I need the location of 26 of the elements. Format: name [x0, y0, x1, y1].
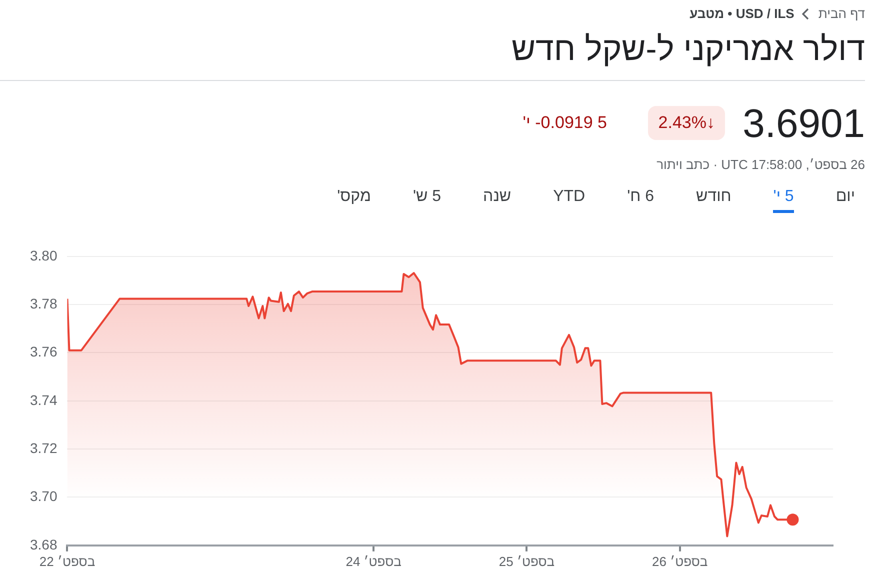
- y-tick-label: 3.80: [30, 247, 58, 264]
- x-tick-label: 25 בספט׳: [498, 554, 555, 569]
- chart-title: דולר אמריקני ל-שקל חדש: [511, 30, 865, 68]
- x-tick-label: 24 בספט׳: [346, 554, 402, 569]
- text: 'י -0.0919 5: [522, 113, 607, 133]
- text: יום: [836, 188, 855, 207]
- text: YTD: [553, 188, 586, 207]
- y-tick-label: 3.78: [30, 295, 58, 312]
- x-tick-label: 22 בספט׳: [39, 554, 96, 569]
- x-tick-label: 26 בספט׳: [652, 554, 708, 569]
- y-tick-label: 3.74: [30, 392, 58, 408]
- text: 5 י': [773, 188, 794, 213]
- text: 26 בספט׳, UTC 17:58:00 · כתב ויתור: [656, 157, 865, 172]
- text: 2.43%↓: [648, 106, 725, 140]
- y-tick-label: 3.76: [30, 344, 58, 360]
- chart-subtitle: USD / ILS • מטבע: [690, 6, 794, 21]
- text: מקס': [337, 188, 371, 207]
- text: 6 ח': [627, 188, 654, 207]
- text: 3.6901: [742, 102, 865, 147]
- text: חודש: [696, 188, 732, 207]
- text: שנה: [483, 188, 512, 207]
- y-tick-label: 3.68: [30, 536, 58, 552]
- text: דף הבית: [818, 6, 865, 21]
- text: 5 ש': [412, 188, 442, 207]
- y-tick-label: 3.72: [30, 440, 58, 456]
- y-tick-label: 3.70: [30, 488, 58, 504]
